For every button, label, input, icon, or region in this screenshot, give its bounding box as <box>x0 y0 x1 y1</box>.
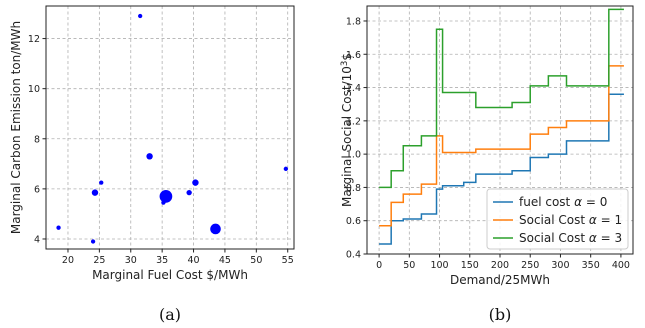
x-tick-label: 150 <box>461 260 479 271</box>
y-tick-label: 1.4 <box>346 83 361 94</box>
y-tick-label: 0.6 <box>346 216 361 227</box>
x-tick-label: 250 <box>521 260 539 271</box>
scatter-point <box>56 225 61 230</box>
legend-alpha-symbol: α <box>570 195 582 209</box>
x-tick-label: 400 <box>612 260 630 271</box>
legend-alpha-value: 1 <box>615 213 623 227</box>
scatter-point <box>146 153 153 160</box>
legend-equals: = <box>582 195 600 209</box>
series-line-2 <box>379 8 624 189</box>
legend-series-name: fuel cost <box>519 195 571 209</box>
legend-alpha-symbol: α <box>585 213 597 227</box>
x-tick-label: 200 <box>491 260 509 271</box>
legend-box <box>486 188 629 250</box>
x-tick-label: 45 <box>219 255 231 266</box>
x-tick-label: 100 <box>430 260 448 271</box>
legend-equals: = <box>597 213 615 227</box>
scatter-point <box>90 239 96 244</box>
y-tick-label: 12 <box>28 34 40 45</box>
legend-alpha-value: 3 <box>615 231 623 245</box>
y-tick-label: 4 <box>34 234 40 245</box>
x-tick-label: 350 <box>582 260 600 271</box>
x-tick-label: 55 <box>282 255 294 266</box>
y-axis-label-unit: $ <box>340 53 354 61</box>
x-tick-label: 300 <box>551 260 569 271</box>
x-tick-label: 50 <box>250 255 262 266</box>
scatter-panel: 20 25 30 35 40 45 50 55 4 6 8 10 12 Marginal Fuel Cos… <box>9 5 295 324</box>
y-tick-label: 6 <box>34 184 40 195</box>
x-tick-label: 35 <box>156 255 168 266</box>
y-axis-label-main: Marginal Social Cost/10 <box>340 66 354 207</box>
y-tick-label: 1.8 <box>346 16 361 27</box>
plot-frame <box>45 5 295 250</box>
legend-alpha-symbol: α <box>585 231 597 245</box>
scatter-point <box>91 189 99 196</box>
y-tick-label: 0.4 <box>346 250 361 261</box>
x-tick-label: 50 <box>403 260 415 271</box>
y-tick-label: 1.6 <box>346 50 361 61</box>
legend-alpha-value: 0 <box>600 195 608 209</box>
y-axis-label-exponent: 3 <box>340 61 350 66</box>
legend-series-name: Social Cost <box>519 213 585 227</box>
y-axis-label: Marginal Carbon Emission ton/MWh <box>9 21 23 234</box>
x-tick-label: 40 <box>187 255 199 266</box>
scatter-point <box>283 166 288 171</box>
scatter-point <box>99 180 104 185</box>
scatter-point <box>159 190 173 203</box>
x-axis-label: Demand/25MWh <box>450 273 550 287</box>
legend-equals: = <box>597 231 615 245</box>
y-tick-label: 8 <box>34 134 40 145</box>
y-tick-label: 1.0 <box>346 150 361 161</box>
y-tick-label: 0.8 <box>346 183 361 194</box>
y-axis-label: Marginal Social Cost/103$ <box>340 53 354 207</box>
scatter-point <box>210 223 221 235</box>
panel-caption: (b) <box>489 305 512 324</box>
x-axis-label: Marginal Fuel Cost $/MWh <box>92 268 248 282</box>
scatter-point <box>138 13 143 19</box>
legend-entry-2: Social Cost α = 3 <box>519 231 622 245</box>
scatter-point <box>192 179 199 186</box>
legend-series-name: Social Cost <box>519 231 585 245</box>
x-tick-label: 30 <box>125 255 137 266</box>
legend-entry-0: fuel cost α = 0 <box>519 195 607 209</box>
scatter-point <box>186 189 192 196</box>
step-line-panel: 0 50 100 150 200 250 300 350 400 0.4 0.6 0.8 1.0 1.2 1… <box>340 5 634 324</box>
x-tick-label: 20 <box>62 255 74 266</box>
x-tick-label: 0 <box>376 260 382 271</box>
panel-caption: (a) <box>159 305 181 324</box>
series-line-1 <box>379 65 624 227</box>
x-tick-label: 25 <box>93 255 105 266</box>
series-line-0 <box>379 93 624 245</box>
legend-entry-1: Social Cost α = 1 <box>519 213 622 227</box>
y-tick-label: 10 <box>28 84 40 95</box>
y-tick-label: 1.2 <box>346 116 361 127</box>
